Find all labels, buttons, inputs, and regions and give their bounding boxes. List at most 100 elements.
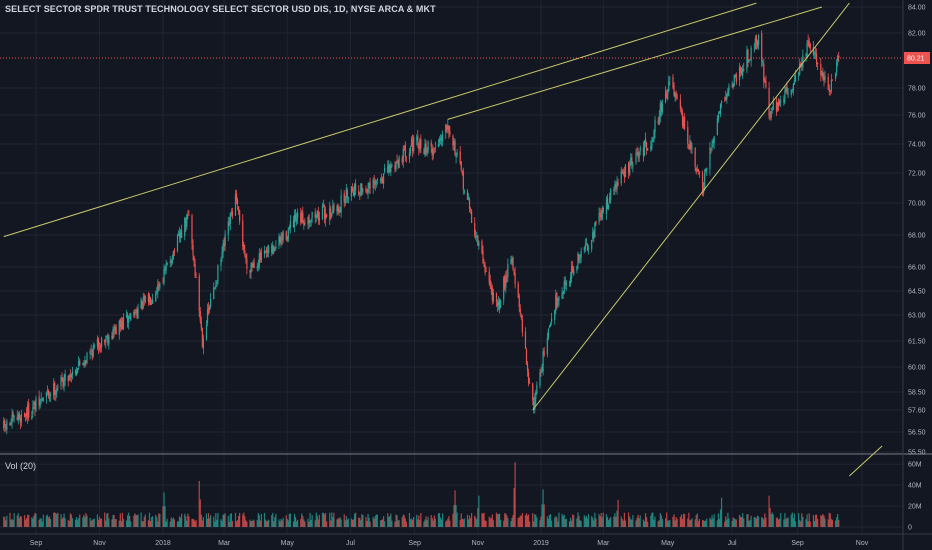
volume-bar xyxy=(104,512,106,527)
candle-body xyxy=(39,399,41,407)
volume-bar xyxy=(478,495,480,527)
volume-bar xyxy=(705,520,707,527)
candle-body xyxy=(382,173,385,184)
candle-body xyxy=(229,213,231,224)
candle-body xyxy=(507,263,509,278)
candle-body xyxy=(326,214,328,218)
volume-bar xyxy=(831,519,834,527)
candle-body xyxy=(113,329,115,332)
candle-body xyxy=(711,143,713,149)
candle-body xyxy=(643,140,646,155)
volume-bar xyxy=(426,520,428,527)
volume-bar xyxy=(221,520,223,527)
volume-bar xyxy=(529,521,531,527)
candle-body xyxy=(194,263,196,277)
volume-bar xyxy=(696,513,698,527)
candle-body xyxy=(689,140,691,149)
candle-body xyxy=(500,299,502,309)
volume-bar xyxy=(812,515,815,527)
candle-body xyxy=(746,50,748,70)
volume-bar xyxy=(318,514,320,527)
candle-body xyxy=(4,420,6,426)
candle-body xyxy=(159,283,161,288)
time-tick-label: Mar xyxy=(597,540,610,547)
candle-body xyxy=(820,63,822,76)
candle-body xyxy=(401,157,403,163)
volume-bar xyxy=(643,521,646,527)
volume-bar xyxy=(227,515,229,527)
candle-body xyxy=(783,98,785,103)
time-tick-label: 2019 xyxy=(533,540,549,547)
volume-bar xyxy=(512,515,514,527)
candle-body xyxy=(623,170,626,178)
candle-body xyxy=(562,292,564,295)
candle-body xyxy=(3,420,5,428)
volume-bar xyxy=(579,520,581,527)
volume-bar xyxy=(630,519,632,527)
volume-bar xyxy=(763,519,765,527)
candle-body xyxy=(659,103,661,117)
volume-bar xyxy=(757,516,760,527)
candle-body xyxy=(281,238,283,240)
volume-bar xyxy=(45,515,48,527)
volume-bar xyxy=(272,512,274,527)
volume-bar xyxy=(827,519,829,527)
volume-bar xyxy=(519,515,521,527)
candle-body xyxy=(462,171,464,190)
candle-body xyxy=(542,351,544,372)
price-tick-label: 55.50 xyxy=(908,450,926,457)
volume-bar xyxy=(534,514,536,527)
price-axis: 84.00 82.00 78.00 76.00 74.00 72.00 70.00 68.00… xyxy=(908,5,926,457)
volume-bar xyxy=(676,518,678,527)
candle-body xyxy=(556,292,558,306)
candle-body xyxy=(461,171,463,174)
volume-bar xyxy=(667,520,669,527)
volume-bar xyxy=(155,514,157,527)
volume-bar xyxy=(768,495,770,527)
candle-body xyxy=(658,116,660,125)
candle-body xyxy=(629,164,631,175)
candle-body xyxy=(207,307,210,311)
volume-bar xyxy=(9,512,11,527)
volume-bar xyxy=(159,514,161,527)
volume-bar xyxy=(584,517,586,527)
volume-bar xyxy=(38,519,40,527)
candle-body xyxy=(202,338,204,349)
candle-body xyxy=(403,146,405,148)
candle-body xyxy=(64,373,66,381)
volume-bar xyxy=(281,520,283,527)
candle-body xyxy=(449,131,451,135)
volume-bar xyxy=(331,512,333,527)
candle-body xyxy=(738,66,741,81)
volume-bar xyxy=(48,516,51,527)
candle-body xyxy=(794,75,797,82)
candle-body xyxy=(765,80,767,88)
candle-body xyxy=(173,250,175,253)
volume-bar xyxy=(821,515,823,527)
volume-bar xyxy=(438,512,441,527)
volume-bar xyxy=(149,520,152,527)
volume-bar xyxy=(362,515,364,527)
candle-body xyxy=(266,251,269,253)
volume-bar xyxy=(107,513,109,527)
volume-bar xyxy=(837,513,839,527)
candle-body xyxy=(23,412,26,417)
candle-body xyxy=(170,260,172,263)
volume-bar xyxy=(67,519,69,527)
candle-body xyxy=(647,148,649,151)
volume-bar xyxy=(398,519,400,527)
time-tick-label: Sep xyxy=(30,540,43,547)
candle-body xyxy=(230,213,232,214)
volume-bar xyxy=(405,521,407,527)
candle-body xyxy=(548,326,551,329)
candle-body xyxy=(372,179,374,188)
price-tick-label: 56.50 xyxy=(908,430,926,437)
candle-body xyxy=(661,103,664,113)
volume-bar xyxy=(449,520,451,527)
volume-bar xyxy=(800,521,802,527)
candle-body xyxy=(594,223,596,237)
candle-body xyxy=(705,168,707,172)
candle-body xyxy=(12,412,14,417)
volume-bar xyxy=(337,518,339,527)
